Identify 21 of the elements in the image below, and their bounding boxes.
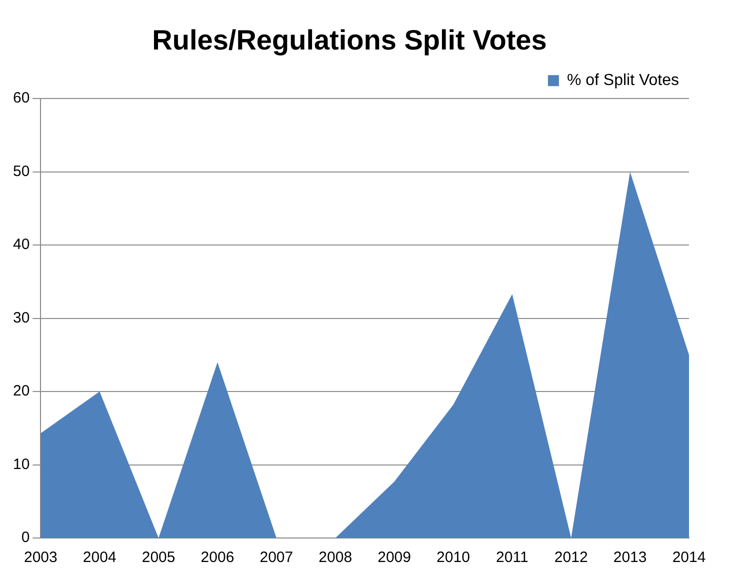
x-tick-label: 2009 [378,549,411,566]
chart-title: Rules/Regulations Split Votes [152,24,547,56]
x-tick-label: 2006 [200,549,234,566]
x-tick-label: 2005 [142,549,176,566]
y-tick-label: 40 [12,236,30,254]
y-tick-label: 0 [21,529,30,546]
y-tick-label: 20 [12,382,30,400]
x-tick-label: 2004 [82,549,116,566]
x-tick-label: 2003 [24,549,58,566]
x-tick-label: 2012 [554,549,588,566]
legend-label: % of Split Votes [566,72,679,90]
x-tick-label: 2010 [436,549,470,566]
x-tick-label: 2013 [613,549,647,566]
y-tick-label: 30 [12,309,30,326]
x-tick-label: 2011 [496,549,528,566]
y-tick-label: 10 [12,456,30,473]
y-tick-label: 50 [12,162,30,180]
x-tick-label: 2007 [260,549,294,566]
y-tick-label: 60 [12,90,30,107]
x-tick-label: 2014 [672,549,706,566]
x-tick-label: 2008 [318,549,352,566]
